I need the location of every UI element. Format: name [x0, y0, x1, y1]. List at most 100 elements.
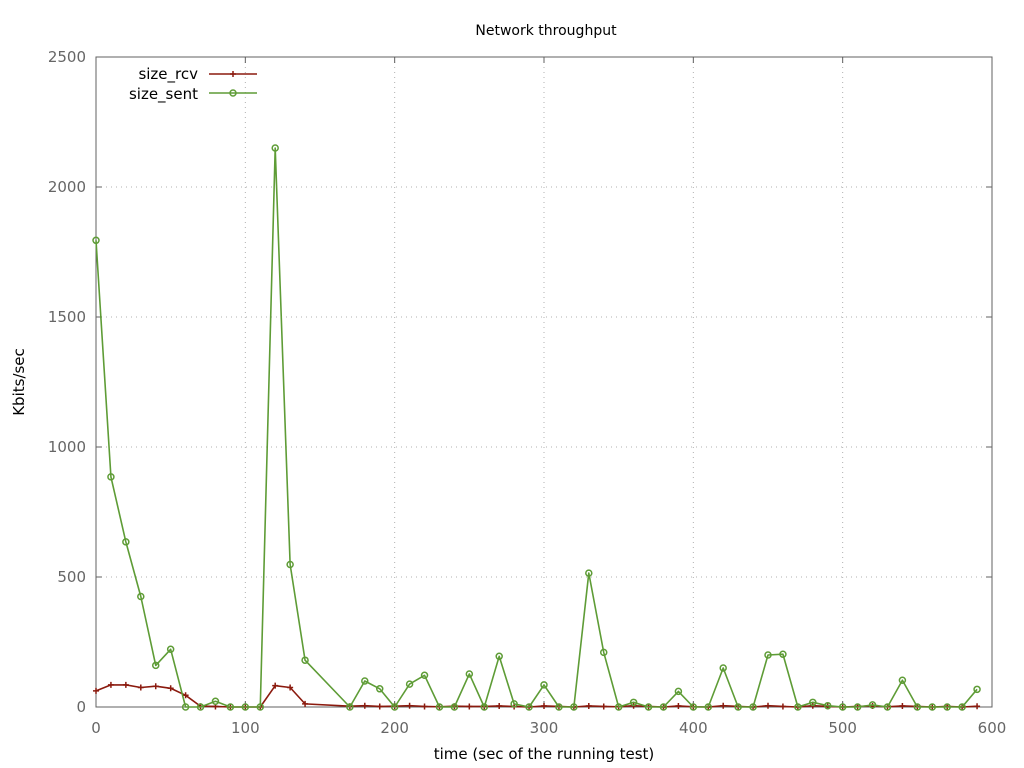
y-tick-label: 500: [57, 568, 86, 586]
data-point-size-sent: [883, 703, 892, 711]
y-tick-label: 2000: [48, 178, 86, 196]
series-line-size-sent: [95, 147, 978, 708]
data-point-size-rcv: [107, 681, 114, 688]
data-point-size-sent: [689, 703, 698, 711]
data-point-size-rcv: [675, 702, 682, 709]
data-point-size-rcv: [421, 703, 428, 710]
data-point-size-rcv: [167, 685, 174, 692]
data-point-size-sent: [928, 703, 937, 711]
data-point-size-sent: [92, 236, 100, 245]
data-point-size-sent: [943, 703, 951, 711]
data-point-size-sent: [196, 703, 205, 711]
data-point-size-sent: [420, 671, 429, 680]
series-size-sent: [92, 144, 981, 711]
chart-title: Network throughput: [475, 23, 617, 39]
data-point-size-sent: [570, 703, 578, 711]
data-point-size-sent: [644, 703, 653, 711]
x-tick-label: 0: [91, 719, 101, 737]
data-point-size-sent: [659, 703, 668, 711]
data-point-size-sent: [868, 701, 877, 709]
data-point-size-sent: [525, 703, 533, 711]
data-point-size-sent: [838, 703, 847, 711]
data-point-size-sent: [435, 703, 444, 711]
data-point-size-sent: [704, 703, 713, 711]
data-point-size-rcv: [541, 702, 547, 709]
legend-marker-size-rcv: [230, 71, 236, 77]
grid-lines: [96, 57, 992, 707]
data-point-size-sent: [241, 703, 250, 711]
data-point-size-sent: [958, 703, 966, 711]
y-tick-label: 1000: [48, 438, 86, 456]
data-point-size-sent: [898, 676, 907, 684]
data-point-size-sent: [913, 703, 922, 711]
x-tick-label: 400: [679, 719, 708, 737]
data-point-size-sent: [794, 703, 802, 711]
data-point-size-sent: [674, 687, 683, 696]
data-point-size-rcv: [272, 682, 279, 689]
legend-marker-size-sent: [229, 89, 237, 97]
data-point-size-rcv: [466, 703, 473, 710]
data-point-size-sent: [151, 661, 160, 670]
data-point-size-sent: [450, 703, 459, 711]
data-point-size-sent: [823, 701, 832, 710]
data-point-size-sent: [286, 560, 294, 569]
legend-label-size-sent: size_sent: [129, 85, 198, 104]
x-tick-label: 500: [828, 719, 857, 737]
data-point-size-sent: [749, 703, 757, 711]
data-point-size-rcv: [302, 700, 309, 707]
data-point-size-sent: [137, 592, 145, 601]
data-point-size-sent: [585, 569, 593, 577]
data-point-size-sent: [465, 670, 474, 678]
y-axis-label: Kbits/sec: [10, 348, 28, 416]
data-point-size-sent: [555, 703, 563, 711]
y-tick-label: 1500: [48, 308, 86, 326]
x-tick-label: 300: [530, 719, 559, 737]
data-point-size-rcv: [137, 684, 144, 691]
y-tick-label: 2500: [48, 48, 86, 66]
data-point-size-sent: [361, 677, 369, 685]
data-point-size-sent: [495, 652, 503, 661]
data-point-size-sent: [346, 703, 354, 711]
data-point-size-sent: [390, 703, 399, 711]
data-point-size-rcv: [152, 683, 159, 690]
data-point-size-sent: [719, 664, 727, 672]
x-tick-label: 100: [231, 719, 260, 737]
data-point-size-sent: [809, 698, 817, 707]
data-point-size-sent: [166, 645, 175, 654]
data-point-size-rcv: [585, 702, 592, 709]
data-point-size-sent: [181, 703, 190, 711]
data-point-size-sent: [764, 651, 772, 659]
x-tick-label: 600: [978, 719, 1007, 737]
data-point-size-sent: [107, 473, 115, 481]
data-point-size-sent: [301, 656, 309, 664]
data-point-size-sent: [375, 685, 384, 693]
data-point-size-sent: [614, 703, 623, 711]
data-point-size-rcv: [974, 703, 981, 710]
data-point-size-rcv: [122, 681, 129, 688]
data-point-size-sent: [271, 144, 279, 152]
data-point-size-sent: [734, 703, 742, 711]
data-point-size-sent: [122, 538, 130, 546]
data-point-size-rcv: [899, 702, 906, 709]
data-point-size-sent: [599, 648, 608, 657]
data-point-size-rcv: [361, 702, 368, 709]
data-point-size-rcv: [496, 702, 503, 709]
legend-label-size-rcv: size_rcv: [138, 65, 198, 84]
x-tick-label: 200: [380, 719, 409, 737]
data-point-size-rcv: [720, 702, 727, 709]
data-point-size-sent: [779, 650, 787, 658]
y-tick-label: 0: [76, 698, 86, 716]
data-point-size-rcv: [287, 684, 294, 691]
data-point-size-sent: [226, 703, 235, 711]
axis-ticks: 0 500 1000 1500 2000 2500 0 100 200 300 400 500 600: [48, 48, 1007, 737]
data-point-size-sent: [629, 698, 638, 707]
data-point-size-rcv: [406, 702, 413, 709]
data-point-size-sent: [973, 685, 981, 694]
data-point-size-sent: [211, 697, 220, 706]
data-point-size-rcv: [182, 692, 189, 699]
data-point-size-rcv: [600, 703, 607, 710]
data-point-size-sent: [480, 703, 489, 711]
data-point-size-sent: [510, 700, 518, 708]
data-point-size-sent: [256, 703, 265, 711]
